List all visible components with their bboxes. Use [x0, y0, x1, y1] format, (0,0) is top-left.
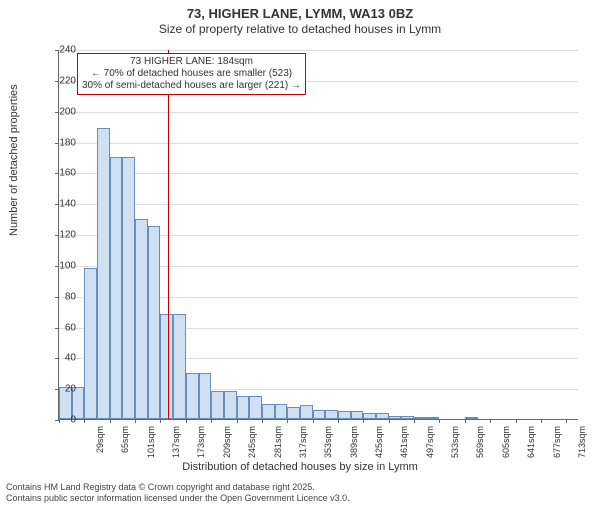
ytick-label: 180	[46, 137, 76, 148]
histogram-bar	[148, 226, 161, 419]
ytick-label: 120	[46, 230, 76, 241]
xtick-mark	[566, 419, 567, 423]
xtick-mark	[490, 419, 491, 423]
xtick-label: 605sqm	[501, 426, 511, 466]
y-axis-label: Number of detached properties	[8, 84, 20, 236]
ytick-label: 220	[46, 75, 76, 86]
xtick-label: 389sqm	[349, 426, 359, 466]
xtick-mark	[414, 419, 415, 423]
histogram-bar	[389, 416, 402, 419]
ytick-label: 200	[46, 106, 76, 117]
histogram-bar	[465, 417, 478, 419]
histogram-bar	[401, 416, 414, 419]
xtick-label: 713sqm	[577, 426, 587, 466]
ytick-label: 60	[46, 322, 76, 333]
xtick-label: 101sqm	[146, 426, 156, 466]
histogram-bar	[300, 405, 313, 419]
histogram-bar	[262, 404, 275, 419]
histogram-bar	[338, 411, 351, 419]
xtick-label: 533sqm	[450, 426, 460, 466]
gridline	[59, 112, 578, 113]
histogram-bar	[110, 157, 123, 419]
histogram-bar	[313, 410, 326, 419]
histogram-bar	[287, 407, 300, 419]
histogram-bar	[173, 314, 186, 419]
xtick-mark	[211, 419, 212, 423]
xtick-label: 209sqm	[222, 426, 232, 466]
histogram-bar	[237, 396, 250, 419]
xtick-mark	[541, 419, 542, 423]
gridline	[59, 143, 578, 144]
xtick-label: 425sqm	[374, 426, 384, 466]
histogram-bar	[363, 413, 376, 419]
histogram-bar	[414, 417, 427, 419]
xtick-label: 353sqm	[323, 426, 333, 466]
ytick-label: 0	[46, 415, 76, 426]
xtick-label: 461sqm	[399, 426, 409, 466]
ytick-label: 160	[46, 168, 76, 179]
xtick-label: 317sqm	[298, 426, 308, 466]
xtick-mark	[338, 419, 339, 423]
xtick-label: 65sqm	[120, 426, 130, 466]
histogram-bar	[84, 268, 97, 419]
xtick-mark	[363, 419, 364, 423]
gridline	[59, 204, 578, 205]
xtick-label: 677sqm	[552, 426, 562, 466]
histogram-bar	[122, 157, 135, 419]
xtick-mark	[160, 419, 161, 423]
annotation-line1: 73 HIGHER LANE: 184sqm	[82, 56, 301, 68]
xtick-mark	[135, 419, 136, 423]
ytick-label: 20	[46, 384, 76, 395]
histogram-bar	[325, 410, 338, 419]
histogram-bar	[351, 411, 364, 419]
histogram-bar	[186, 373, 199, 419]
gridline	[59, 50, 578, 51]
histogram-bar	[224, 391, 237, 419]
footer-attribution: Contains HM Land Registry data © Crown c…	[6, 482, 350, 504]
chart-plot-area: 73 HIGHER LANE: 184sqm← 70% of detached …	[58, 50, 578, 420]
xtick-label: 137sqm	[171, 426, 181, 466]
ytick-label: 140	[46, 199, 76, 210]
histogram-bar	[135, 219, 148, 419]
xtick-mark	[262, 419, 263, 423]
xtick-label: 569sqm	[475, 426, 485, 466]
xtick-label: 641sqm	[526, 426, 536, 466]
annotation-line3: 30% of semi-detached houses are larger (…	[82, 80, 301, 92]
histogram-bar	[199, 373, 212, 419]
xtick-label: 245sqm	[247, 426, 257, 466]
gridline	[59, 173, 578, 174]
histogram-bar	[427, 417, 440, 419]
annotation-box: 73 HIGHER LANE: 184sqm← 70% of detached …	[77, 53, 306, 95]
ytick-label: 240	[46, 45, 76, 56]
marker-line	[168, 50, 169, 419]
footer-line2: Contains public sector information licen…	[6, 493, 350, 504]
xtick-label: 281sqm	[273, 426, 283, 466]
histogram-bar	[211, 391, 224, 419]
xtick-label: 29sqm	[95, 426, 105, 466]
xtick-mark	[516, 419, 517, 423]
xtick-mark	[84, 419, 85, 423]
xtick-label: 497sqm	[425, 426, 435, 466]
xtick-mark	[287, 419, 288, 423]
xtick-mark	[465, 419, 466, 423]
xtick-label: 173sqm	[196, 426, 206, 466]
ytick-label: 80	[46, 291, 76, 302]
xtick-mark	[439, 419, 440, 423]
xtick-mark	[237, 419, 238, 423]
xtick-mark	[110, 419, 111, 423]
xtick-mark	[313, 419, 314, 423]
histogram-bar	[376, 413, 389, 419]
xtick-mark	[186, 419, 187, 423]
ytick-label: 100	[46, 260, 76, 271]
chart-title-sub: Size of property relative to detached ho…	[0, 22, 600, 36]
xtick-mark	[389, 419, 390, 423]
footer-line1: Contains HM Land Registry data © Crown c…	[6, 482, 350, 493]
histogram-bar	[249, 396, 262, 419]
ytick-label: 40	[46, 353, 76, 364]
histogram-bar	[275, 404, 288, 419]
histogram-bar	[160, 314, 173, 419]
chart-title-main: 73, HIGHER LANE, LYMM, WA13 0BZ	[0, 6, 600, 21]
histogram-bar	[97, 128, 110, 419]
annotation-line2: ← 70% of detached houses are smaller (52…	[82, 68, 301, 80]
